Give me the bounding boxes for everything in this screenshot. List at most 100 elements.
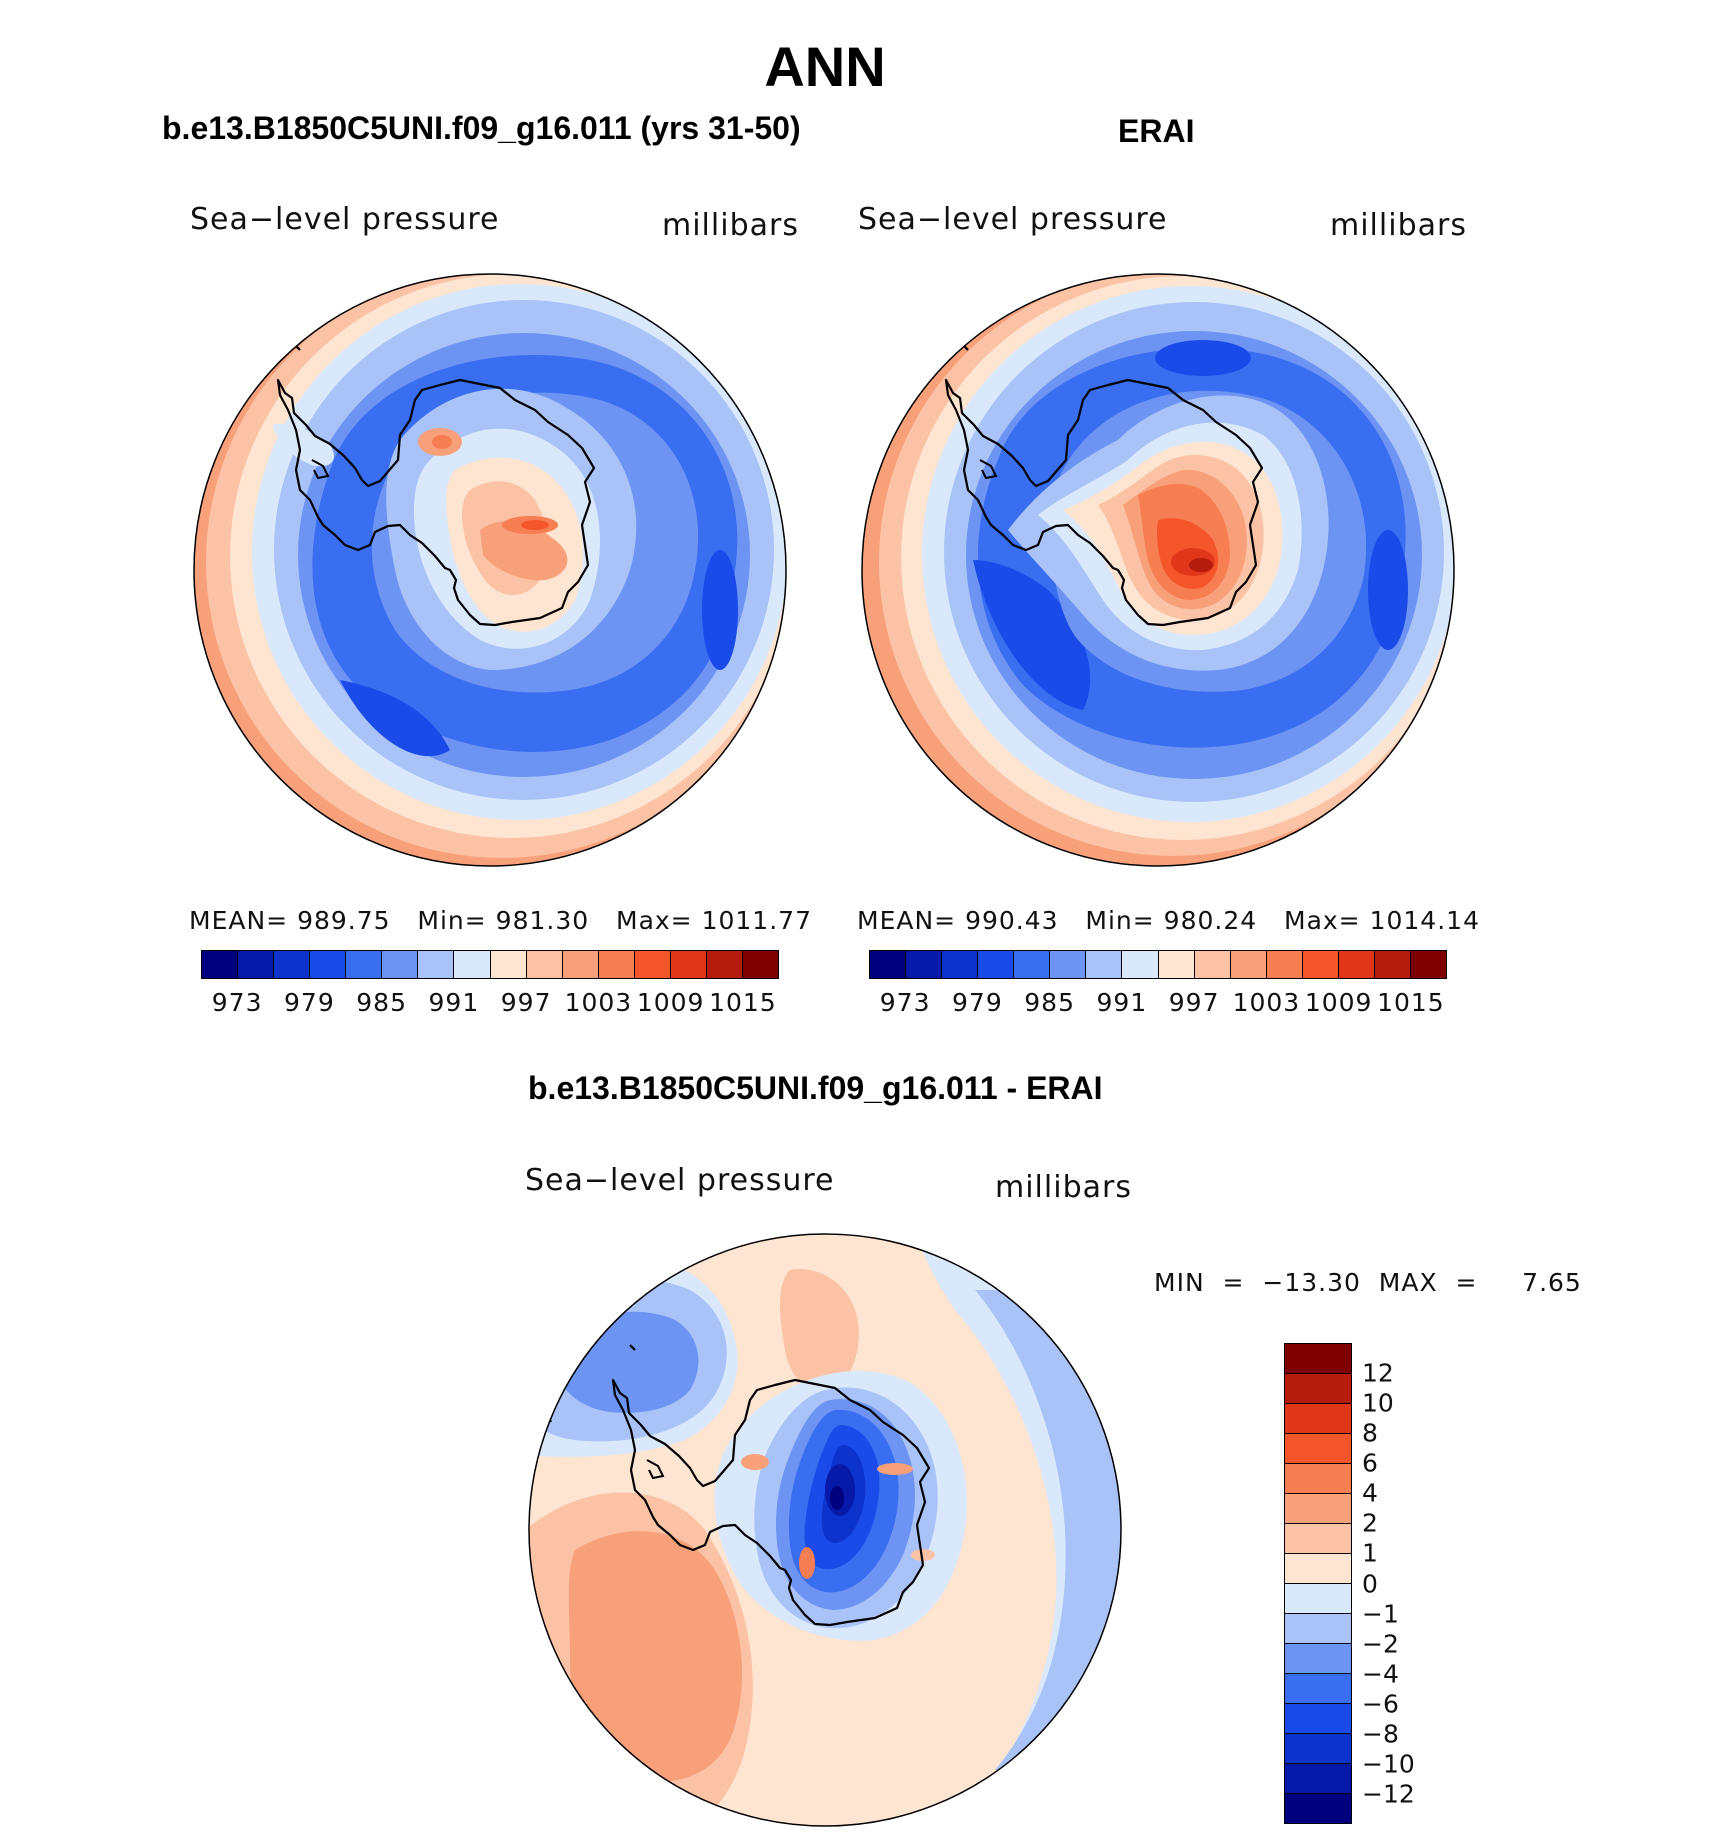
left-high-a-core	[432, 435, 452, 449]
colorbar-box	[978, 951, 1015, 978]
diff-colorbar-box	[1285, 1404, 1351, 1434]
diff-colorbar-tick-label: −10	[1362, 1749, 1415, 1779]
right-variable-label: Sea−level pressure	[858, 202, 1168, 237]
colorbar-box	[706, 951, 743, 978]
colorbar-box	[742, 951, 778, 978]
diff-colorbar-box	[1285, 1344, 1351, 1374]
left-low-west	[340, 680, 450, 757]
colorbar-box	[906, 951, 943, 978]
right-map-border	[861, 273, 1455, 867]
colorbar-tick-label: 985	[356, 988, 407, 1017]
right-stats: MEAN= 990.43 Min= 980.24 Max= 1014.14	[857, 906, 1480, 935]
right-coastline	[944, 378, 1264, 627]
diff-colorbar	[1284, 1343, 1352, 1824]
diff-high-spot-2	[799, 1547, 815, 1579]
colorbar-box	[274, 951, 311, 978]
diff-colorbar-box	[1285, 1464, 1351, 1494]
colorbar-box	[310, 951, 347, 978]
diff-north-high	[780, 1269, 859, 1391]
colorbar-box	[1266, 951, 1303, 978]
left-panel-title: b.e13.B1850C5UNI.f09_g16.011 (yrs 31-50)	[162, 110, 801, 146]
colorbar-tick-label: 985	[1024, 988, 1075, 1017]
diff-west-high-2	[568, 1531, 742, 1782]
colorbar-box	[1374, 951, 1411, 978]
diff-variable-label: Sea−level pressure	[525, 1163, 835, 1198]
diff-colorbar-tick-label: −2	[1362, 1629, 1399, 1659]
diff-colorbar-tick-label: 4	[1362, 1478, 1378, 1508]
diff-high-spot-4	[911, 1549, 935, 1561]
right-units-label: millibars	[1330, 208, 1467, 243]
right-colorbar	[869, 950, 1447, 979]
diff-map-border	[528, 1233, 1122, 1827]
colorbar-box	[1050, 951, 1087, 978]
colorbar-box	[1158, 951, 1195, 978]
diff-colorbar-box	[1285, 1764, 1351, 1794]
diff-colorbar-tick-label: −8	[1362, 1719, 1399, 1749]
left-units-label: millibars	[662, 208, 799, 243]
diff-colorbar-tick-label: 12	[1362, 1358, 1394, 1388]
diff-east-band-2	[975, 1290, 1121, 1770]
colorbar-box	[1194, 951, 1231, 978]
colorbar-box	[526, 951, 563, 978]
diff-colorbar-box	[1285, 1734, 1351, 1764]
left-stats: MEAN= 989.75 Min= 981.30 Max= 1011.77	[189, 906, 812, 935]
diff-colorbar-tick-label: −4	[1362, 1659, 1399, 1689]
right-low-north	[1155, 340, 1251, 376]
colorbar-tick-label: 991	[1096, 988, 1148, 1017]
right-high-peak	[1189, 558, 1213, 572]
colorbar-box	[418, 951, 455, 978]
colorbar-tick-label: 991	[428, 988, 480, 1017]
colorbar-box	[870, 951, 907, 978]
diff-map	[528, 1233, 1122, 1827]
colorbar-tick-label: 979	[284, 988, 335, 1017]
colorbar-box	[670, 951, 707, 978]
diff-colorbar-tick-label: 10	[1362, 1388, 1394, 1418]
diff-min-core	[830, 1486, 844, 1510]
figure-title: ANN	[764, 35, 886, 98]
left-colorbar-ticks: 973 979 985 991 997 1003 1009 1015	[201, 988, 779, 1018]
colorbar-tick-label: 997	[1168, 988, 1220, 1017]
colorbar-box	[634, 951, 671, 978]
colorbar-tick-label: 1015	[709, 988, 777, 1017]
colorbar-box	[598, 951, 635, 978]
right-low-west	[973, 560, 1091, 710]
colorbar-box	[238, 951, 275, 978]
left-peninsula-shade	[272, 423, 334, 467]
diff-colorbar-box	[1285, 1554, 1351, 1584]
diff-high-spot-1	[741, 1454, 769, 1470]
diff-colorbar-tick-label: 1	[1362, 1538, 1378, 1568]
colorbar-box	[1122, 951, 1159, 978]
colorbar-tick-label: 1003	[564, 988, 633, 1017]
left-variable-label: Sea−level pressure	[190, 202, 500, 237]
diff-colorbar-ticks: 12 10 8 6 4 2 1 0 −1 −2 −4 −6 −8 −10 −12	[1362, 1343, 1442, 1824]
diff-colorbar-tick-label: −6	[1362, 1689, 1399, 1719]
colorbar-box	[454, 951, 491, 978]
colorbar-box	[346, 951, 383, 978]
colorbar-tick-label: 973	[211, 988, 263, 1017]
colorbar-tick-label: 1003	[1232, 988, 1301, 1017]
diff-colorbar-box	[1285, 1374, 1351, 1404]
diff-colorbar-box	[1285, 1794, 1351, 1823]
colorbar-tick-label: 973	[879, 988, 931, 1017]
diff-colorbar-tick-label: 0	[1362, 1569, 1378, 1598]
right-colorbar-ticks: 973 979 985 991 997 1003 1009 1015	[869, 988, 1447, 1018]
colorbar-box	[562, 951, 599, 978]
left-coastline	[276, 378, 596, 627]
diff-colorbar-box	[1285, 1584, 1351, 1614]
colorbar-tick-label: 1015	[1377, 988, 1445, 1017]
diff-colorbar-box	[1285, 1434, 1351, 1464]
left-map-border	[193, 273, 787, 867]
diff-colorbar-tick-label: −1	[1362, 1599, 1399, 1629]
right-panel-title: ERAI	[1118, 113, 1195, 149]
left-low-east	[702, 550, 738, 670]
colorbar-box	[1014, 951, 1051, 978]
diff-colorbar-box	[1285, 1524, 1351, 1554]
diff-colorbar-box	[1285, 1704, 1351, 1734]
colorbar-box	[1086, 951, 1123, 978]
left-map	[193, 273, 787, 867]
colorbar-tick-label: 1009	[636, 988, 705, 1017]
left-ant-5	[480, 521, 568, 581]
right-map	[861, 273, 1455, 867]
colorbar-box	[942, 951, 979, 978]
right-low-east	[1368, 530, 1408, 650]
